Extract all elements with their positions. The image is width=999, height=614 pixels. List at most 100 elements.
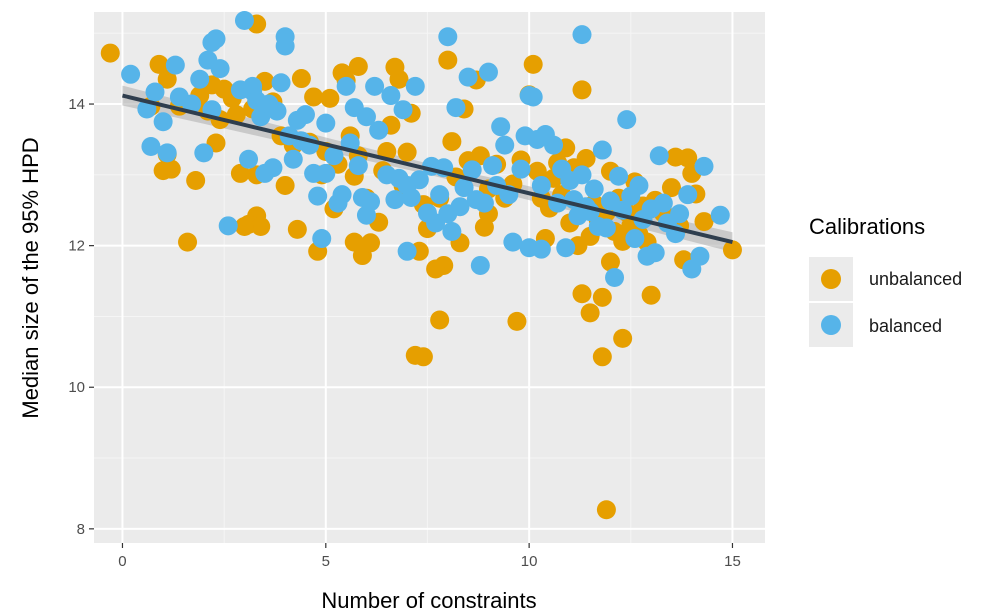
data-point-balanced — [710, 205, 730, 225]
data-point-balanced — [271, 73, 291, 93]
data-point-unbalanced — [361, 233, 381, 253]
data-point-balanced — [397, 175, 417, 195]
data-point-unbalanced — [348, 57, 368, 77]
data-point-unbalanced — [572, 80, 592, 100]
data-point-balanced — [637, 246, 657, 266]
data-point-unbalanced — [661, 178, 681, 198]
data-point-balanced — [393, 100, 413, 120]
data-point-unbalanced — [153, 161, 173, 181]
data-point-balanced — [592, 140, 612, 160]
legend-label-unbalanced: unbalanced — [869, 269, 962, 289]
data-point-balanced — [609, 166, 629, 186]
data-point-balanced — [483, 156, 503, 176]
data-point-balanced — [190, 69, 210, 89]
data-point-balanced — [369, 120, 389, 140]
data-point-unbalanced — [186, 171, 206, 191]
data-point-unbalanced — [678, 148, 698, 168]
data-point-balanced — [617, 110, 637, 130]
data-point-balanced — [556, 238, 576, 258]
data-point-unbalanced — [291, 69, 311, 89]
legend-title: Calibrations — [809, 214, 925, 239]
data-point-balanced — [332, 185, 352, 205]
y-axis-title: Median size of the 95% HPD — [18, 137, 43, 418]
x-tick-label: 15 — [724, 553, 741, 570]
data-point-balanced — [283, 149, 303, 169]
data-point-unbalanced — [600, 252, 620, 272]
data-point-balanced — [336, 76, 356, 96]
y-tick-label: 14 — [68, 96, 85, 113]
data-point-balanced — [446, 98, 466, 118]
y-tick-label: 12 — [68, 238, 85, 255]
regression-line — [121, 93, 733, 245]
data-point-unbalanced — [149, 54, 169, 74]
data-point-unbalanced — [523, 54, 543, 74]
data-point-balanced — [239, 149, 259, 169]
data-point-unbalanced — [592, 287, 612, 307]
data-point-balanced — [596, 218, 616, 238]
series-balanced-points — [121, 10, 730, 287]
data-point-balanced — [454, 178, 474, 198]
data-point-balanced — [458, 67, 478, 87]
data-point-balanced — [438, 27, 458, 47]
data-point-balanced — [625, 229, 645, 249]
data-point-unbalanced — [275, 175, 295, 195]
data-point-unbalanced — [397, 142, 417, 162]
data-point-balanced — [275, 27, 295, 47]
legend: Calibrations unbalanced balanced — [809, 214, 962, 347]
data-point-balanced — [605, 268, 625, 287]
x-axis: 0 5 10 15 — [118, 543, 741, 570]
data-point-unbalanced — [178, 232, 198, 252]
data-point-balanced — [503, 232, 523, 252]
data-point-balanced — [295, 105, 315, 125]
data-point-unbalanced — [320, 88, 340, 108]
data-point-balanced — [478, 62, 498, 82]
data-point-unbalanced — [226, 105, 246, 125]
data-point-balanced — [531, 239, 551, 259]
data-point-unbalanced — [641, 285, 661, 305]
data-point-unbalanced — [572, 284, 592, 304]
data-point-balanced — [621, 186, 641, 206]
data-point-unbalanced — [385, 57, 405, 77]
data-point-unbalanced — [304, 87, 324, 107]
data-point-balanced — [308, 186, 328, 206]
data-point-balanced — [267, 101, 287, 121]
data-point-balanced — [572, 25, 592, 45]
data-point-balanced — [584, 179, 604, 199]
data-point-balanced — [442, 221, 462, 241]
data-point-balanced — [381, 86, 401, 106]
data-point-balanced — [405, 76, 425, 96]
data-point-unbalanced — [596, 500, 616, 520]
data-point-balanced — [649, 146, 669, 166]
data-point-balanced — [312, 229, 332, 249]
data-point-balanced — [121, 64, 141, 84]
data-point-unbalanced — [344, 232, 364, 252]
data-point-balanced — [361, 192, 381, 212]
data-point-unbalanced — [580, 303, 600, 323]
data-point-balanced — [385, 190, 405, 210]
data-point-unbalanced — [234, 217, 254, 237]
data-point-unbalanced — [438, 50, 458, 70]
data-point-unbalanced — [230, 163, 250, 183]
data-point-balanced — [316, 163, 336, 183]
data-point-balanced — [365, 76, 385, 96]
data-point-balanced — [202, 32, 222, 52]
data-point-unbalanced — [100, 43, 120, 63]
data-point-balanced — [145, 82, 165, 102]
data-point-balanced — [255, 163, 275, 183]
y-tick-label: 10 — [68, 379, 85, 396]
data-point-unbalanced — [442, 132, 462, 152]
x-tick-label: 5 — [322, 553, 330, 570]
data-point-unbalanced — [157, 69, 177, 89]
data-point-balanced — [198, 50, 218, 70]
data-point-balanced — [690, 246, 710, 266]
trend-line — [121, 93, 733, 245]
y-axis: 8 10 12 14 — [68, 96, 94, 538]
data-point-unbalanced — [287, 219, 307, 239]
data-point-balanced — [234, 10, 254, 30]
legend-key-unbalanced — [821, 269, 841, 289]
data-point-balanced — [519, 86, 539, 106]
data-point-unbalanced — [251, 217, 271, 237]
data-point-balanced — [495, 135, 515, 155]
data-point-balanced — [694, 156, 714, 176]
